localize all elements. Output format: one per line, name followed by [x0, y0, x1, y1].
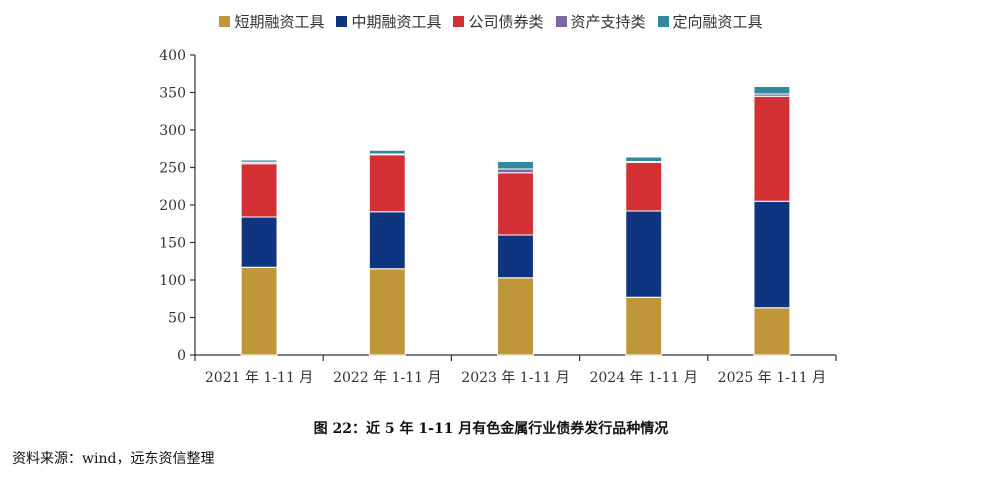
- bar-segment: [497, 234, 534, 279]
- bar-segment: [497, 168, 534, 174]
- legend-label: 公司债券类: [468, 12, 544, 31]
- legend-swatch: [555, 15, 567, 27]
- source-note: 资料来源：wind，远东资信整理: [12, 451, 215, 467]
- bar-segment: [497, 161, 534, 170]
- legend-item: 定向融资工具: [657, 11, 763, 32]
- y-tick-label: 200: [159, 198, 186, 214]
- y-tick-label: 300: [159, 123, 186, 139]
- bar-segment: [368, 154, 406, 213]
- x-tick-label: 2021 年 1-11 月: [205, 370, 313, 386]
- bar-segment: [240, 159, 278, 163]
- legend-swatch: [453, 15, 465, 27]
- bar-segment: [625, 296, 663, 356]
- legend-swatch: [336, 15, 348, 27]
- y-tick-label: 350: [159, 86, 186, 102]
- y-tick-label: 150: [159, 236, 186, 252]
- bar-segment: [497, 277, 534, 356]
- x-tick-label: 2023 年 1-11 月: [461, 370, 569, 386]
- bar-segment: [240, 216, 278, 268]
- y-tick-label: 250: [159, 161, 186, 177]
- bar-segment: [625, 161, 663, 212]
- legend-swatch: [219, 15, 231, 27]
- bar-segment: [753, 200, 791, 309]
- bar-segment: [240, 163, 278, 218]
- x-tick-label: 2025 年 1-11 月: [718, 370, 826, 386]
- bar-segment: [368, 268, 406, 356]
- legend-label: 定向融资工具: [672, 12, 763, 31]
- bar-segment: [753, 307, 791, 356]
- y-tick-label: 50: [168, 311, 186, 327]
- x-tick-label: 2024 年 1-11 月: [589, 370, 697, 386]
- legend-item: 中期融资工具: [336, 11, 441, 32]
- x-tick-label: 2022 年 1-11 月: [333, 370, 441, 386]
- legend-item: 短期融资工具: [219, 11, 324, 32]
- bar-segment: [368, 211, 406, 270]
- bar-segment: [497, 172, 534, 236]
- legend-item: 资产支持类: [555, 11, 646, 32]
- figure-caption: 图 22：近 5 年 1-11 月有色金属行业债券发行品种情况: [313, 421, 669, 437]
- chart-legend: 短期融资工具 中期融资工具 公司债券类 资产支持类 定向融资工具: [0, 8, 982, 34]
- bar-segment: [368, 149, 406, 155]
- legend-label: 资产支持类: [570, 12, 646, 31]
- bar-segment: [753, 95, 791, 202]
- bar-segment: [753, 86, 791, 95]
- legend-item: 公司债券类: [453, 11, 544, 32]
- legend-label: 中期融资工具: [351, 12, 442, 31]
- bar-segment: [625, 210, 663, 298]
- x-axis: 2021 年 1-11 月 2022 年 1-11 月 2023 年 1-11 月 2…: [194, 354, 837, 386]
- bar-segment: [240, 266, 278, 356]
- legend-label: 短期融资工具: [234, 12, 325, 31]
- legend-swatch: [657, 15, 669, 27]
- bars: [240, 86, 791, 356]
- y-axis: 0 50 100 150 200 250 300 350 400: [159, 48, 196, 364]
- y-tick-label: 400: [159, 48, 186, 64]
- y-tick-label: 0: [177, 348, 186, 364]
- bar-segment: [625, 156, 663, 162]
- y-tick-label: 100: [159, 273, 186, 289]
